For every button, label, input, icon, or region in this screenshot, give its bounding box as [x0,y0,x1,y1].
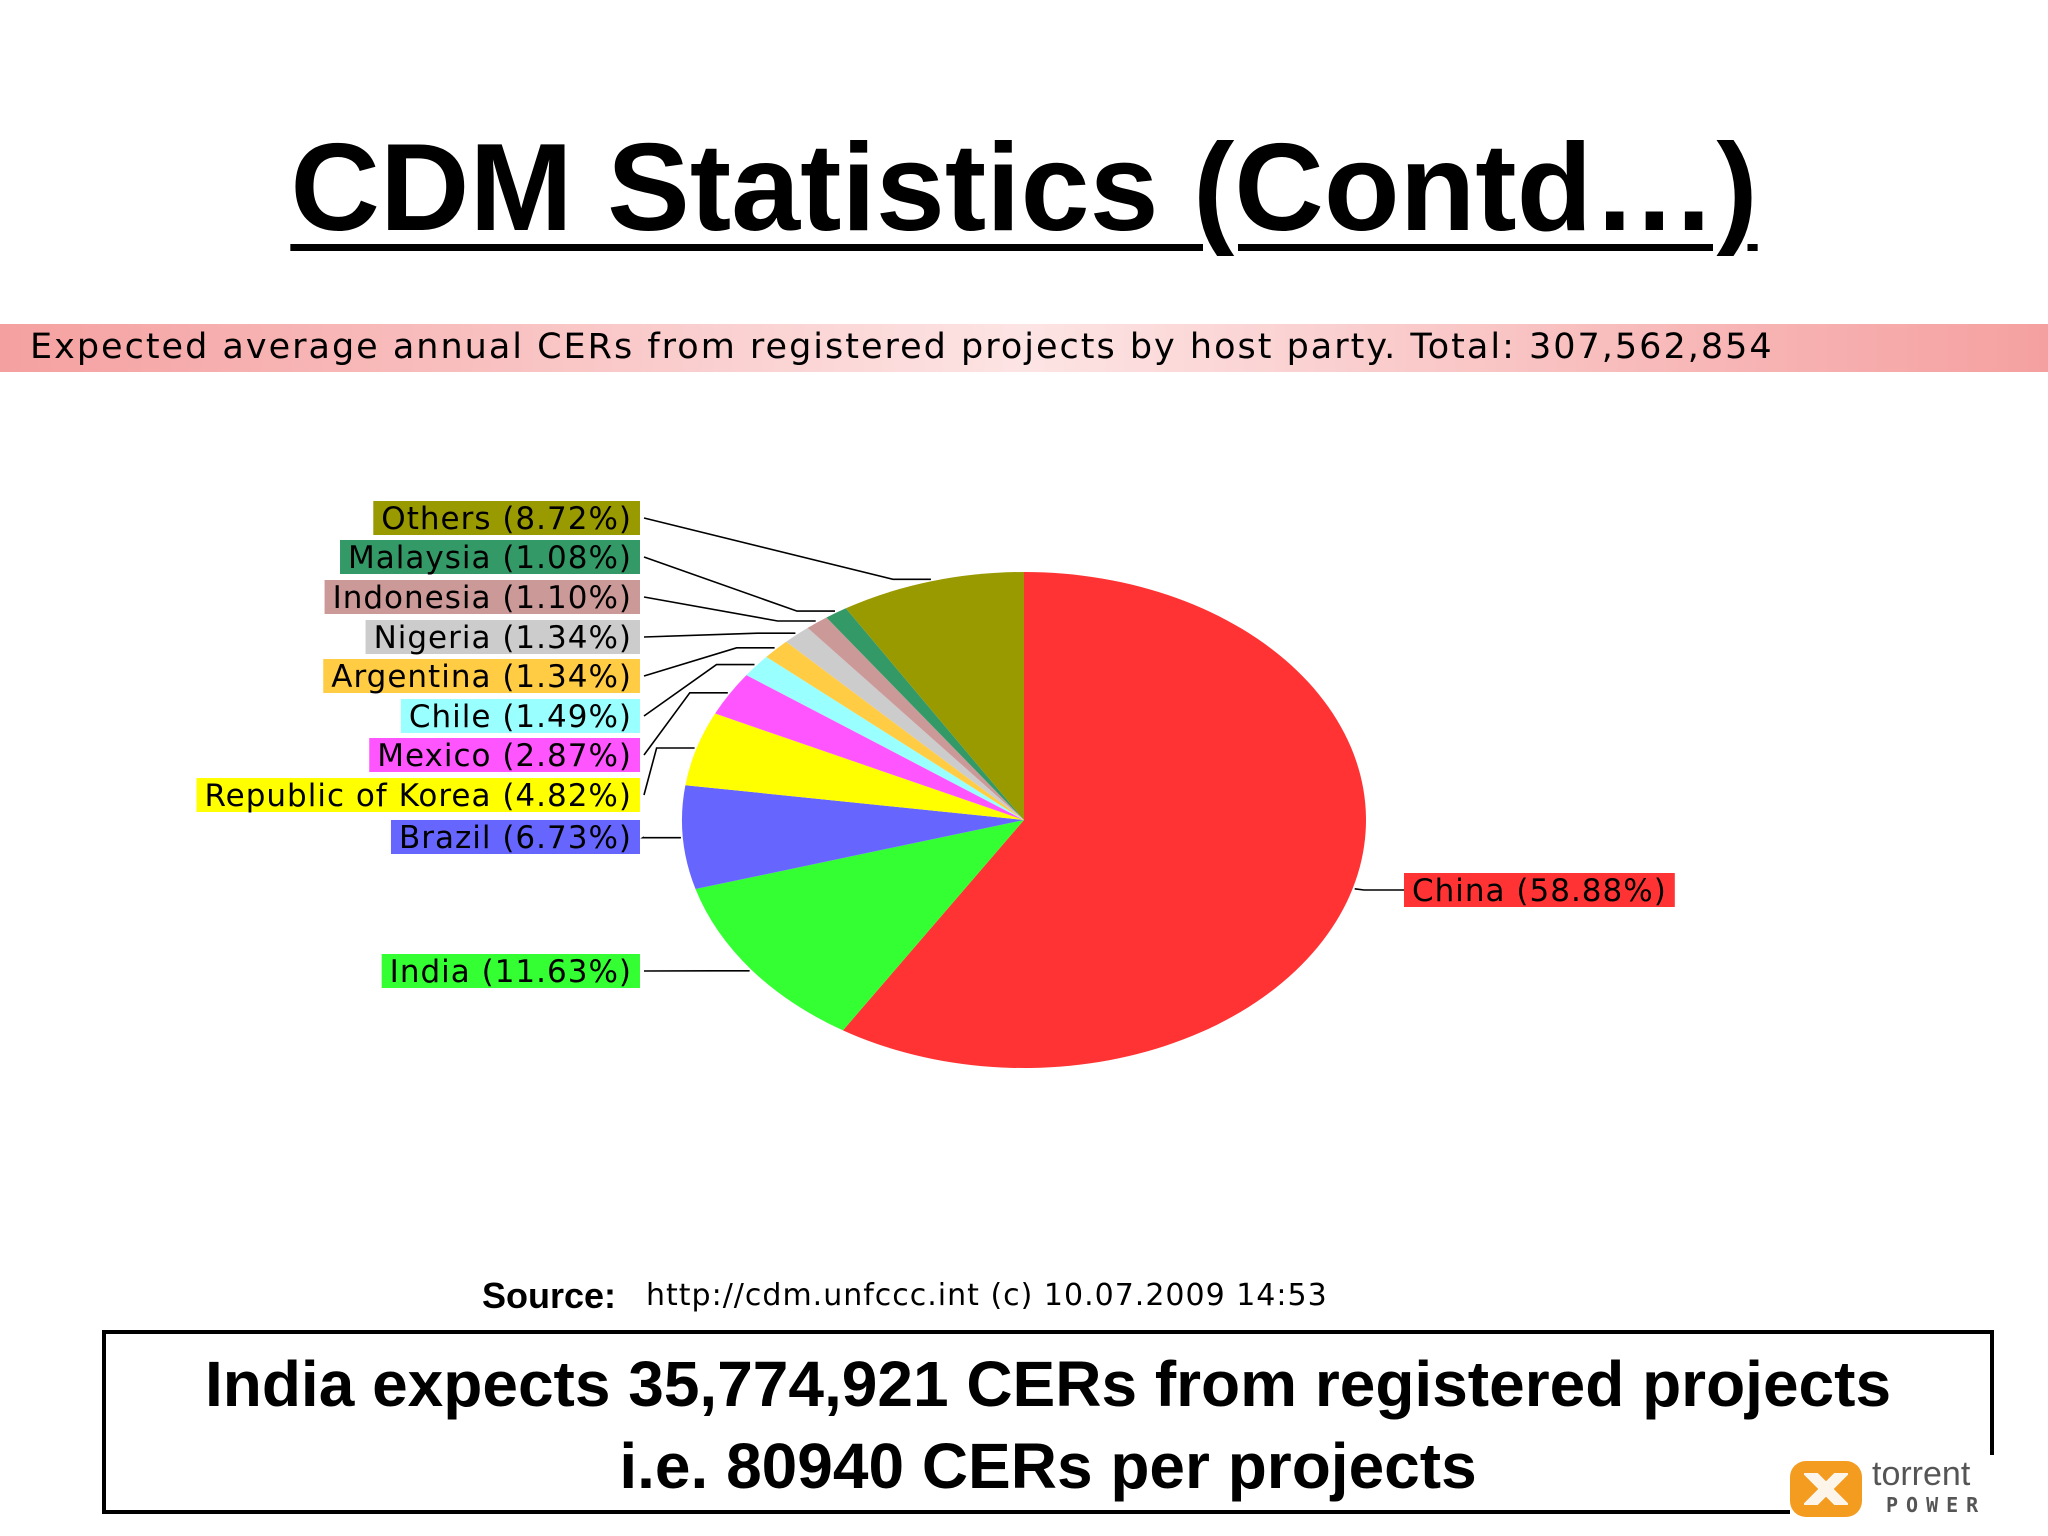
label-box-china [1404,873,1675,907]
leader-china [1354,888,1404,891]
logo-mark-icon [1790,1461,1862,1517]
label-box-brazil [390,820,640,854]
label-indonesia: Indonesia (1.10%) [333,580,632,616]
slice-mexico [715,675,1024,820]
label-malaysia: Malaysia (1.08%) [348,540,632,576]
label-nigeria: Nigeria (1.34%) [374,620,632,656]
label-mexico: Mexico (2.87%) [377,738,632,774]
label-argentina: Argentina (1.34%) [331,659,632,695]
label-india: India (11.63%) [390,954,632,990]
callout-line-2: i.e. 80940 CERs per projects [619,1430,1477,1502]
label-box-nigeria [365,620,640,654]
slice-labels: China (58.88%) India (11.63%) Brazil (6.73… [196,501,1675,990]
slice-indonesia [807,617,1024,820]
slice-nigeria [786,627,1024,820]
chart-title-banner: Expected average annual CERs from regist… [0,324,2048,372]
label-brazil: Brazil (6.73%) [399,820,632,856]
callout-line-1: India expects 35,774,921 CERs from regis… [204,1348,1892,1420]
slide-title: CDM Statistics (Contd…) [0,118,2048,258]
label-box-chile [400,699,640,733]
source-label: Source: [482,1275,617,1316]
leader-nigeria [643,632,796,638]
slice-others [845,572,1024,820]
source-text: http://cdm.unfccc.int (c) 10.07.2009 14:… [646,1278,1328,1313]
slice-malaysia [826,608,1024,820]
label-box-indonesia [324,580,640,614]
label-box-india [381,954,640,988]
label-box-argentina [323,659,640,693]
label-box-republic-of-korea [196,778,640,812]
leader-chile [643,663,755,717]
leader-lines [640,517,1404,972]
label-china: China (58.88%) [1412,873,1667,909]
leader-malaysia [643,556,835,612]
leader-brazil [640,836,681,839]
label-box-mexico [369,738,640,772]
label-chile: Chile (1.49%) [409,699,632,735]
leader-indonesia [643,596,816,622]
label-box-others [373,501,640,535]
label-republic-of-korea: Republic of Korea (4.82%) [205,778,633,814]
leader-mexico [643,691,728,756]
slide-title-text: CDM Statistics (Contd…) [290,119,1758,257]
leader-others [643,517,931,581]
torrent-power-logo: torrent POWER [1790,1455,2030,1521]
slice-brazil [681,785,1024,890]
leader-republic-of-korea [643,747,695,796]
slice-argentina [766,641,1024,820]
logo-name: torrent [1872,1455,1971,1493]
logo-subtitle: POWER [1886,1493,1987,1517]
slice-china [842,572,1366,1069]
label-box-malaysia [340,540,640,574]
chart-title: Expected average annual CERs from regist… [30,327,1774,367]
slice-india [695,820,1024,1031]
india-callout: India expects 35,774,921 CERs from regis… [102,1330,1994,1514]
leader-argentina [643,646,775,677]
label-others: Others (8.72%) [381,501,632,537]
slice-republic-of-korea [685,713,1024,820]
slice-chile [746,656,1024,820]
pie-slices [681,572,1366,1069]
